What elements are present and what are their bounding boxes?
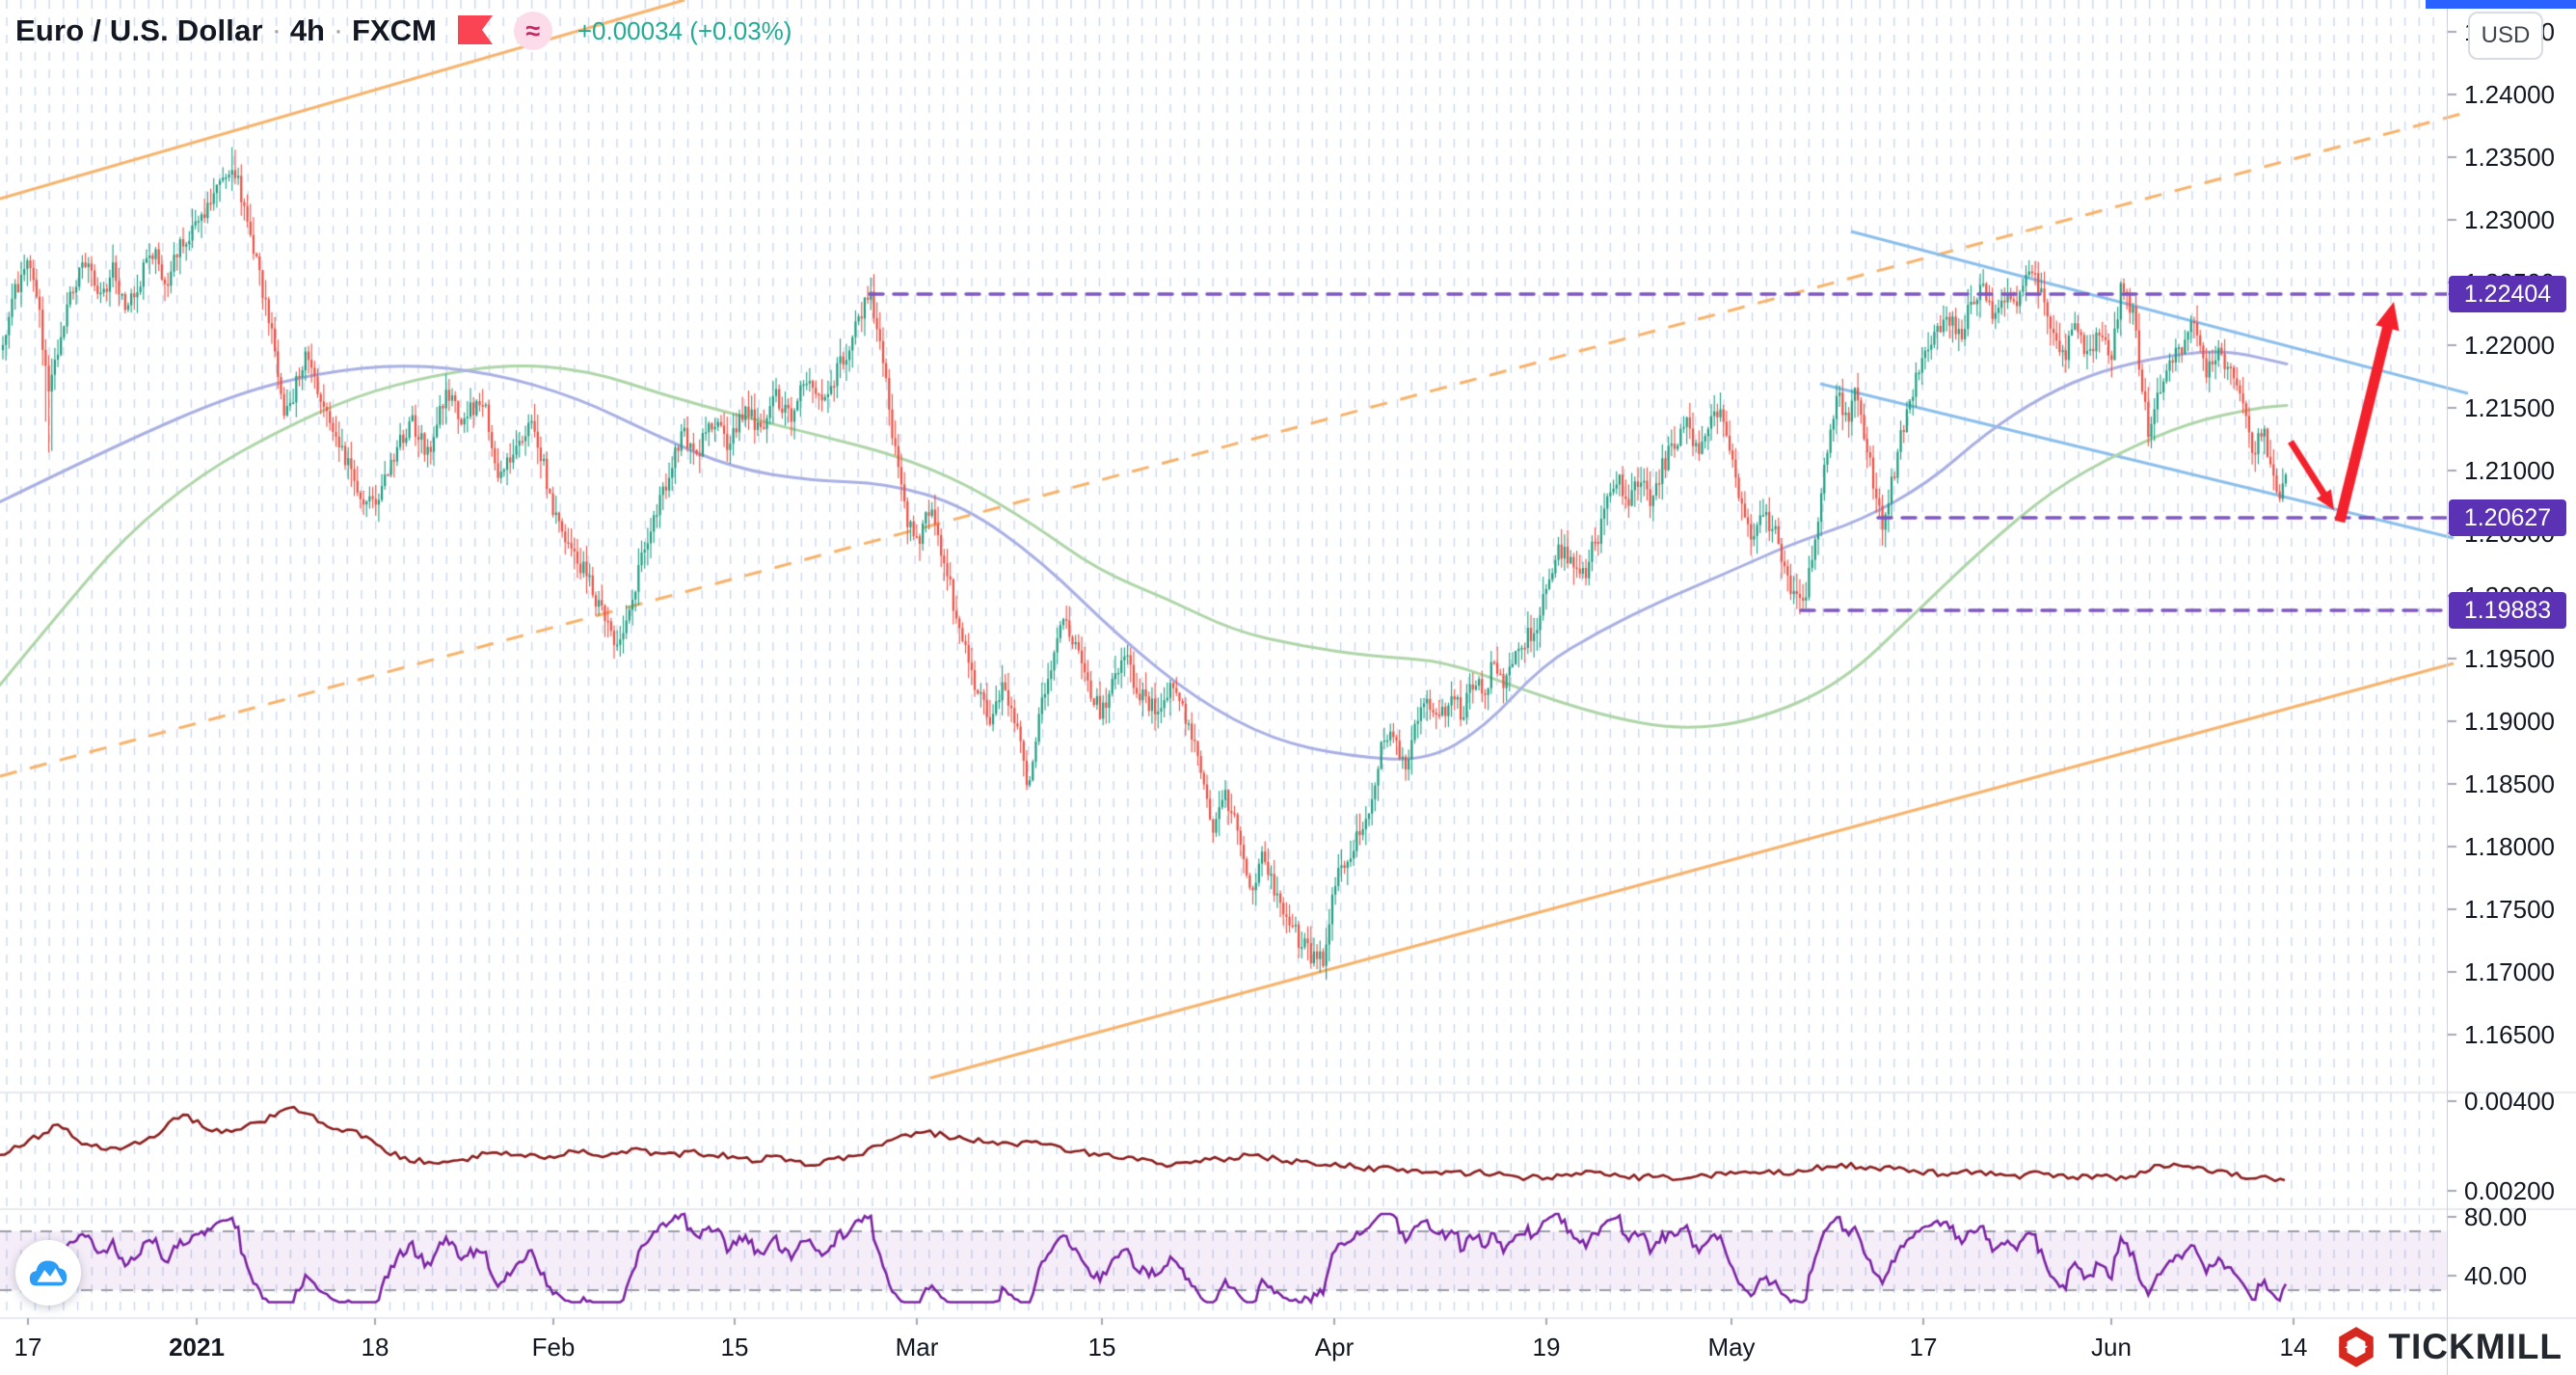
- currency-toggle-button[interactable]: USD: [2468, 12, 2543, 60]
- time-axis-label: 15: [720, 1333, 749, 1362]
- price-axis-label: 1.18000: [2464, 832, 2555, 861]
- price-axis-label: 1.21000: [2464, 456, 2555, 485]
- price-axis-label: 80.00: [2464, 1202, 2528, 1231]
- price-axis-label: 1.24000: [2464, 80, 2555, 109]
- time-axis-label: Jun: [2091, 1333, 2132, 1362]
- time-axis-label: Feb: [531, 1333, 576, 1362]
- time-axis-label: Apr: [1314, 1333, 1355, 1362]
- top-blue-strip: [2426, 0, 2576, 9]
- price-axis-label: 0.00400: [2464, 1087, 2555, 1116]
- time-axis-label: Mar: [895, 1333, 939, 1362]
- tickmill-logo: TICKMILL: [2334, 1325, 2563, 1369]
- approx-icon[interactable]: ≈: [513, 12, 552, 50]
- price-axis-label: 1.19000: [2464, 707, 2555, 736]
- price-axis-label: 0.00200: [2464, 1176, 2555, 1205]
- time-axis-label: May: [1707, 1333, 1756, 1362]
- price-axis-label: 1.16500: [2464, 1020, 2555, 1049]
- price-axis-label: 1.23500: [2464, 143, 2555, 172]
- interval-label: 4h: [289, 13, 325, 47]
- flag-icon[interactable]: [457, 15, 493, 46]
- price-level-badge[interactable]: 1.20627: [2449, 499, 2566, 536]
- separator-dot: ·: [334, 14, 343, 46]
- price-axis-label: 1.21500: [2464, 393, 2555, 422]
- tickmill-icon: [2339, 1327, 2375, 1367]
- time-axis-label: 17: [1909, 1333, 1938, 1362]
- time-axis-label: 15: [1087, 1333, 1116, 1362]
- time-axis-label: 19: [1532, 1333, 1561, 1362]
- time-axis-label: 18: [361, 1333, 389, 1362]
- price-level-badge[interactable]: 1.22404: [2449, 276, 2566, 312]
- symbol-header[interactable]: Euro / U.S. Dollar · 4h · FXCM ≈ +0.0003…: [15, 12, 792, 50]
- price-axis-label: 40.00: [2464, 1261, 2528, 1290]
- price-axis-label: 1.18500: [2464, 769, 2555, 798]
- price-axis-label: 1.19500: [2464, 644, 2555, 673]
- price-axis-label: 1.23000: [2464, 205, 2555, 234]
- price-axis-label: 1.22000: [2464, 331, 2555, 360]
- symbol-title: Euro / U.S. Dollar: [15, 13, 263, 47]
- time-axis-label: 2021: [169, 1333, 225, 1362]
- price-change: +0.00034 (+0.03%): [577, 15, 792, 45]
- price-axis-label: 1.17000: [2464, 957, 2555, 986]
- time-axis-label: 14: [2279, 1333, 2308, 1362]
- price-axis-label: 1.17500: [2464, 895, 2555, 924]
- price-axis-border: [2447, 0, 2448, 1375]
- price-level-badge[interactable]: 1.19883: [2449, 592, 2566, 629]
- separator-dot: ·: [271, 14, 282, 46]
- exchange-label: FXCM: [352, 13, 437, 47]
- time-axis-label: 17: [13, 1333, 42, 1362]
- trading-platform-icon[interactable]: [15, 1240, 81, 1306]
- tickmill-brand-text: TICKMILL: [2388, 1327, 2563, 1366]
